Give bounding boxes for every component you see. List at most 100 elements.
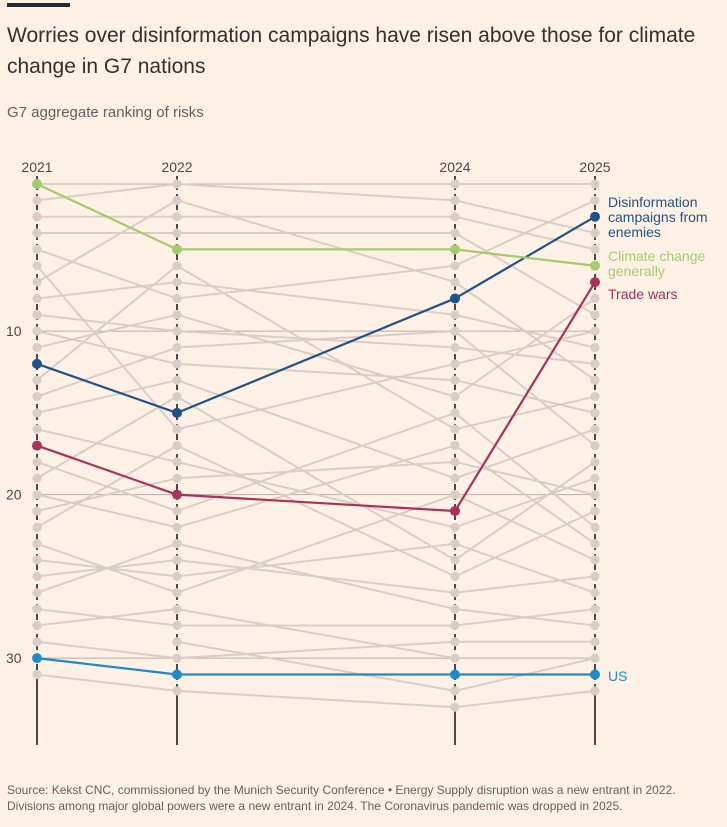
series-us-point	[172, 669, 182, 680]
background-series-point	[450, 310, 460, 320]
series-us-point	[590, 669, 600, 680]
x-tick-label: 2024	[439, 159, 470, 175]
background-series-point	[590, 343, 600, 352]
background-series-line	[36, 444, 596, 578]
background-series-line	[36, 542, 596, 627]
background-series-point	[32, 670, 42, 679]
background-series-point	[172, 326, 182, 336]
background-series-point	[450, 277, 460, 287]
x-tick-label: 2025	[579, 159, 610, 175]
series-us-point	[32, 653, 42, 664]
background-series-point	[450, 637, 460, 647]
series-labels: Disinformation campaigns from enemies Clima…	[608, 194, 708, 684]
background-series-point	[590, 588, 600, 598]
series-trade-line	[36, 281, 596, 513]
y-tick-label: 20	[6, 487, 22, 503]
x-tick-label: 2021	[21, 159, 52, 175]
background-series-point	[32, 408, 42, 418]
background-series-point	[172, 522, 182, 532]
series-label-line: enemies	[608, 224, 661, 240]
background-series-point	[450, 195, 460, 205]
background-series-point	[450, 457, 460, 467]
background-series-point	[450, 702, 460, 712]
background-series-point	[172, 637, 182, 647]
background-series-point	[590, 539, 600, 549]
background-series-line	[36, 379, 596, 480]
series-trade-point	[450, 506, 460, 516]
background-series-point	[450, 326, 460, 336]
background-series-point	[32, 457, 42, 467]
background-series-point	[172, 653, 182, 663]
background-series-point	[172, 261, 182, 271]
background-series-point	[32, 261, 42, 271]
background-series-point	[32, 228, 42, 238]
background-series-point	[172, 359, 182, 369]
brand-bar	[7, 3, 70, 7]
series-label-disinformation: Disinformation campaigns from enemies	[608, 194, 708, 240]
background-series-point	[590, 326, 600, 336]
background-series-point	[32, 293, 42, 303]
background-series-point	[32, 375, 42, 385]
series-disinformation-point	[590, 211, 600, 222]
highlighted-series	[32, 179, 600, 680]
year-axes	[36, 176, 596, 745]
series-climate-point	[172, 244, 182, 255]
background-series-point	[590, 555, 600, 565]
series-trade-point	[172, 489, 182, 500]
background-series-line	[36, 264, 596, 431]
background-series-point	[590, 392, 600, 402]
background-series-point	[32, 522, 42, 532]
background-series-point	[32, 473, 42, 483]
background-series-point	[172, 441, 182, 451]
series-climate-point	[32, 179, 42, 189]
background-series-point	[590, 195, 600, 205]
background-series-point	[32, 195, 42, 205]
background-series-point	[172, 473, 182, 483]
background-series-point	[590, 359, 600, 369]
series-disinformation-point	[450, 293, 460, 304]
series-trade-point	[32, 440, 42, 451]
source-note: Source: Kekst CNC, commissioned by the M…	[7, 783, 676, 813]
background-series-point	[172, 604, 182, 614]
series-us-point	[450, 669, 460, 680]
background-series-point	[450, 408, 460, 418]
background-series-point	[450, 588, 460, 598]
background-series-point	[450, 604, 460, 614]
background-series-point	[590, 571, 600, 581]
background-series-point	[450, 653, 460, 663]
background-series-point	[590, 375, 600, 385]
series-disinformation-line	[36, 215, 596, 414]
background-series-point	[590, 441, 600, 451]
background-series-point	[450, 212, 460, 222]
background-series-point	[590, 522, 600, 532]
background-series-point	[172, 195, 182, 205]
background-series-point	[32, 620, 42, 630]
background-series-point	[590, 506, 600, 516]
series-label-line: generally	[608, 263, 665, 279]
background-series-point	[172, 277, 182, 287]
background-series-point	[450, 375, 460, 385]
background-series-point	[450, 686, 460, 696]
background-series-point	[172, 539, 182, 549]
series-trade-point	[590, 277, 600, 288]
background-series-point	[32, 343, 42, 352]
background-series-point	[590, 490, 600, 500]
background-series-point	[172, 212, 182, 222]
background-series-point	[450, 490, 460, 500]
background-series-line	[37, 232, 596, 316]
background-series-line	[36, 395, 596, 562]
background-series-point	[32, 490, 42, 500]
background-series-point	[172, 228, 182, 238]
background-series-point	[590, 637, 600, 647]
series-label-line: campaigns from	[608, 209, 708, 225]
y-tick-label: 30	[6, 650, 22, 666]
background-series-point	[450, 228, 460, 238]
background-series-line	[36, 444, 596, 545]
background-series-point	[450, 392, 460, 402]
background-series-point	[450, 441, 460, 451]
background-series-point	[450, 620, 460, 630]
x-axis-labels: 2021 2022 2024 2025	[21, 159, 610, 175]
background-series-point	[32, 588, 42, 598]
background-series-point	[450, 359, 460, 369]
background-series-point	[172, 457, 182, 467]
